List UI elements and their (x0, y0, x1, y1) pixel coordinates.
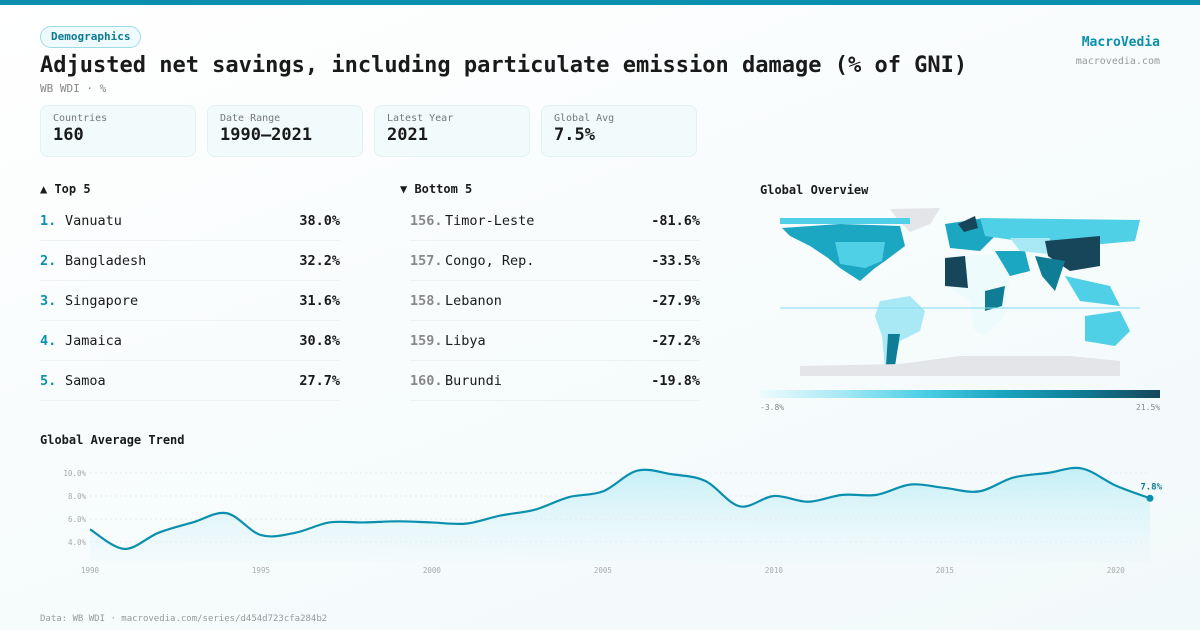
legend-max-label: 21.5% (1136, 403, 1161, 412)
rank-label: 1. (40, 212, 57, 229)
country-name: Congo, Rep. (445, 252, 535, 269)
top5-list-item[interactable]: 1. Vanuatu 38.0% (40, 201, 340, 241)
map-argentina (886, 334, 900, 366)
map-west-africa (945, 256, 968, 288)
country-name: Lebanon (445, 292, 502, 309)
rank-label: 157. (410, 252, 443, 269)
country-value: 30.8% (299, 332, 340, 349)
rank-label: 158. (410, 292, 443, 309)
map-india (1035, 256, 1065, 291)
map-east-africa (985, 286, 1005, 311)
country-name: Singapore (65, 292, 139, 309)
top5-list-item[interactable]: 4. Jamaica 30.8% (40, 321, 340, 361)
stat-label: Global Avg (554, 113, 615, 124)
page-subtitle: WB WDI · % (40, 82, 107, 95)
stat-value: 2021 (387, 125, 428, 145)
country-value: 27.7% (299, 372, 340, 389)
country-name: Burundi (445, 372, 502, 389)
map-australia (1085, 311, 1130, 346)
country-name: Jamaica (65, 332, 122, 349)
map-scandinavia (958, 216, 978, 232)
map-legend-gradient (760, 390, 1160, 398)
stat-label: Date Range (220, 113, 281, 124)
country-value: -27.2% (651, 332, 700, 349)
bottom5-list-item[interactable]: 159. Libya -27.2% (410, 321, 700, 361)
trend-chart: 4.0% 6.0% 8.0% 10.0% 1990 1995 2000 2005 2010 201… (63, 466, 1163, 575)
rank-label: 156. (410, 212, 443, 229)
brand-url[interactable]: macrovedia.com (1075, 56, 1160, 67)
top5-heading: ▲ Top 5 (40, 182, 91, 196)
top5-list-item[interactable]: 5. Samoa 27.7% (40, 361, 340, 401)
country-value: 31.6% (299, 292, 340, 309)
bottom5-list-item[interactable]: 160. Burundi -19.8% (410, 361, 700, 401)
trend-end-label: 7.8% (1140, 482, 1162, 492)
world-map[interactable] (780, 206, 1140, 381)
country-value: 32.2% (299, 252, 340, 269)
x-tick-label: 1990 (81, 566, 100, 575)
country-name: Timor-Leste (445, 212, 535, 229)
stat-latest-year: Latest Year 2021 (374, 105, 530, 157)
country-value: -27.9% (651, 292, 700, 309)
bottom5-list-item[interactable]: 157. Congo, Rep. -33.5% (410, 241, 700, 281)
rank-label: 4. (40, 332, 57, 349)
rank-label: 3. (40, 292, 57, 309)
rank-label: 160. (410, 372, 443, 389)
stat-countries: Countries 160 (40, 105, 196, 157)
x-tick-label: 2010 (765, 566, 784, 575)
map-greenland (890, 208, 940, 232)
country-name: Bangladesh (65, 252, 147, 269)
rank-label: 2. (40, 252, 57, 269)
stat-label: Latest Year (387, 113, 454, 124)
map-south-america (875, 296, 925, 366)
country-value: 38.0% (299, 212, 340, 229)
stat-value: 7.5% (554, 125, 595, 145)
country-name: Vanuatu (65, 212, 122, 229)
legend-min-label: -3.8% (760, 403, 785, 412)
country-value: -81.6% (651, 212, 700, 229)
map-arctic-band (780, 218, 910, 224)
trend-area (90, 467, 1150, 562)
stat-date-range: Date Range 1990–2021 (207, 105, 363, 157)
trend-end-point (1146, 494, 1154, 502)
bottom5-list-item[interactable]: 158. Lebanon -27.9% (410, 281, 700, 321)
y-tick-label: 4.0% (68, 538, 87, 547)
trend-heading: Global Average Trend (40, 433, 185, 447)
category-badge[interactable]: Demographics (40, 26, 142, 48)
bottom5-list-item[interactable]: 156. Timor-Leste -81.6% (410, 201, 700, 241)
map-central-asia (1010, 238, 1050, 254)
rank-label: 159. (410, 332, 443, 349)
stat-global-avg: Global Avg 7.5% (541, 105, 697, 157)
y-tick-label: 6.0% (68, 515, 87, 524)
top5-list-item[interactable]: 2. Bangladesh 32.2% (40, 241, 340, 281)
y-tick-label: 8.0% (68, 492, 87, 501)
brand-logo[interactable]: MacroVedia (1081, 35, 1160, 50)
country-value: -33.5% (651, 252, 700, 269)
top-accent-bar (0, 0, 1200, 5)
x-tick-label: 2000 (423, 566, 442, 575)
x-tick-label: 1995 (252, 566, 270, 575)
map-antarctica (800, 356, 1120, 376)
rank-label: 5. (40, 372, 57, 389)
stat-value: 160 (53, 125, 84, 145)
footer-source: Data: WB WDI · macrovedia.com/series/d45… (40, 614, 328, 624)
country-value: -19.8% (651, 372, 700, 389)
country-name: Samoa (65, 372, 106, 389)
page-title: Adjusted net savings, including particul… (40, 53, 968, 78)
country-name: Libya (445, 332, 486, 349)
map-middle-east (995, 251, 1030, 276)
trend-line (89, 466, 1151, 551)
stat-label: Countries (53, 113, 108, 124)
map-usa (835, 242, 885, 268)
x-tick-label: 2015 (936, 566, 954, 575)
y-tick-label: 10.0% (63, 469, 86, 478)
stat-value: 1990–2021 (220, 125, 313, 145)
x-tick-label: 2005 (594, 566, 612, 575)
map-heading: Global Overview (760, 183, 869, 197)
bottom5-heading: ▼ Bottom 5 (400, 182, 473, 196)
map-se-asia (1065, 276, 1120, 306)
x-tick-label: 2020 (1107, 566, 1126, 575)
top5-list-item[interactable]: 3. Singapore 31.6% (40, 281, 340, 321)
